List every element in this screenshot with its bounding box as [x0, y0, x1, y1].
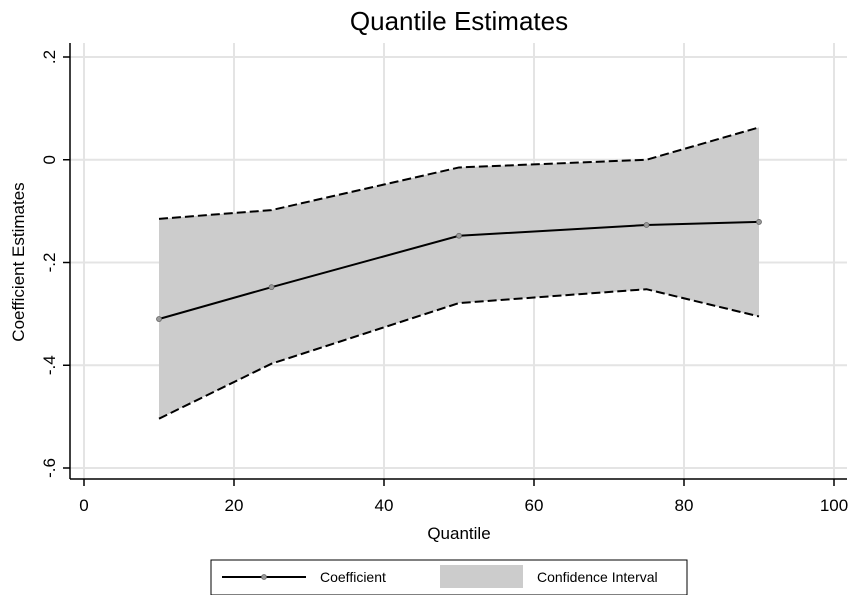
x-axis-title: Quantile: [427, 524, 490, 543]
y-axis-ticks: -.6 -.4 -.2 0 .2: [40, 50, 70, 478]
coefficient-point: [456, 232, 462, 239]
y-tick-label: 0: [40, 155, 59, 164]
coefficient-point: [156, 316, 162, 322]
y-tick-label: .2: [40, 50, 59, 64]
legend: Coefficient Confidence Interval: [210, 559, 688, 595]
x-tick-label: 20: [225, 496, 244, 515]
y-tick-label: -.6: [40, 458, 59, 478]
coefficient-point: [756, 219, 762, 225]
coefficient-point: [643, 222, 650, 228]
y-tick-label: -.2: [40, 253, 59, 273]
data-points: [156, 219, 762, 322]
y-axis-title: Coefficient Estimates: [9, 182, 28, 341]
x-tick-label: 40: [375, 496, 394, 515]
x-tick-label: 80: [675, 496, 694, 515]
x-axis-ticks: 0 20 40 60 80 100: [79, 479, 848, 515]
chart-title: Quantile Estimates: [350, 6, 568, 36]
legend-ci-label: Confidence Interval: [537, 569, 658, 585]
legend-coefficient-label: Coefficient: [320, 569, 386, 585]
confidence-interval-upper-line: [158, 126, 760, 220]
x-tick-label: 60: [525, 496, 544, 515]
y-tick-label: -.4: [40, 355, 59, 375]
confidence-interval-band: [159, 127, 759, 419]
legend-coefficient-marker: [261, 574, 267, 580]
confidence-interval-lower-line: [158, 288, 760, 420]
coefficient-point: [268, 284, 275, 291]
x-tick-label: 100: [820, 496, 848, 515]
x-tick-label: 0: [79, 496, 88, 515]
legend-ci-swatch: [440, 565, 523, 588]
